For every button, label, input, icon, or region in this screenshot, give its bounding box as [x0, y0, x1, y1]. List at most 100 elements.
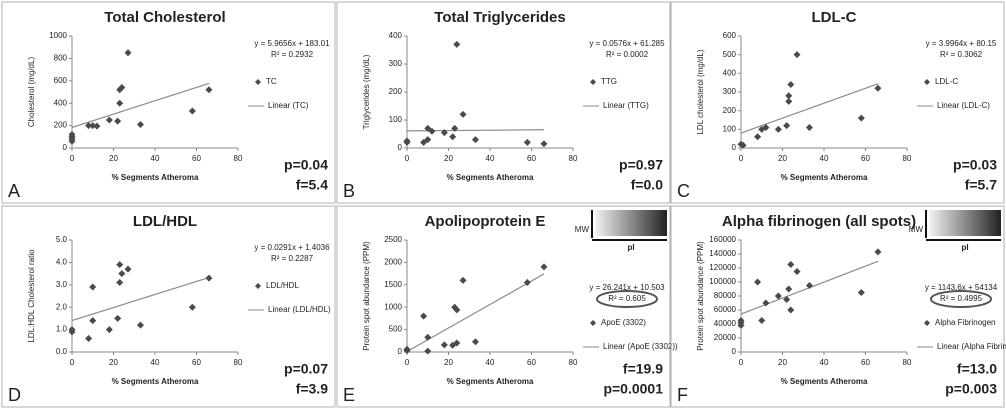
stat-label: p=0.003 [945, 381, 997, 397]
x-axis-label: % Segments Atheroma [112, 377, 199, 386]
stat-label: f=13.0 [957, 361, 997, 377]
x-tick-label: 20 [444, 154, 453, 163]
inset-x-label: pI [961, 243, 968, 252]
data-point [189, 108, 196, 115]
y-tick-label: 120000 [709, 263, 736, 272]
r-squared: R² = 0.2932 [271, 50, 314, 59]
legend-label: Linear (Alpha Fibrinogen) [937, 342, 1006, 351]
y-tick-label: 400 [54, 98, 68, 107]
legend-marker [924, 320, 930, 326]
y-tick-label: 2000 [384, 258, 402, 267]
y-axis-label: Protein spot abundance (PPM) [696, 241, 705, 351]
data-point [89, 284, 96, 291]
data-point [424, 334, 431, 341]
x-tick-label: 20 [778, 358, 787, 367]
data-point [785, 286, 792, 293]
x-axis-label: % Segments Atheroma [781, 173, 868, 182]
data-point [106, 117, 113, 124]
y-tick-label: 160000 [709, 235, 736, 244]
data-point [758, 317, 765, 324]
legend-marker [255, 283, 261, 289]
legend-label: Alpha Fibrinogen [935, 318, 995, 327]
data-point [114, 118, 121, 125]
x-tick-label: 20 [778, 154, 787, 163]
legend-marker [590, 79, 596, 85]
data-point [125, 266, 132, 273]
data-point [794, 51, 801, 58]
y-tick-label: 0 [63, 143, 68, 152]
legend-label: LDL/HDL [266, 281, 299, 290]
panel-title: Total Triglycerides [434, 9, 565, 26]
y-axis-label: Cholesterol (mg/dL) [27, 57, 36, 128]
data-point [118, 270, 125, 277]
stat-label: p=0.04 [284, 157, 328, 173]
x-tick-label: 40 [151, 154, 160, 163]
r-squared: R² = 0.605 [608, 294, 646, 303]
r-squared: R² = 0.0002 [606, 50, 649, 59]
y-tick-label: 0 [732, 347, 737, 356]
y-tick-label: 0.0 [56, 347, 68, 356]
r-squared: R² = 0.3062 [940, 50, 983, 59]
x-tick-label: 60 [861, 154, 870, 163]
y-tick-label: 600 [54, 76, 68, 85]
data-point [137, 121, 144, 128]
y-tick-label: 300 [389, 59, 403, 68]
x-axis-label: % Segments Atheroma [112, 173, 199, 182]
r-squared: R² = 0.2287 [271, 254, 314, 263]
x-tick-label: 80 [903, 358, 912, 367]
data-point [472, 136, 479, 143]
y-tick-label: 500 [389, 325, 403, 334]
y-tick-label: 400 [723, 68, 737, 77]
y-tick-label: 140000 [709, 249, 736, 258]
r-squared: R² = 0.4995 [940, 294, 983, 303]
y-tick-label: 40000 [714, 319, 737, 328]
data-point [114, 315, 121, 322]
x-tick-label: 0 [739, 154, 744, 163]
data-point [524, 139, 531, 146]
y-tick-label: 0 [398, 347, 403, 356]
panel-title: LDL-C [812, 9, 857, 26]
x-tick-label: 40 [486, 154, 495, 163]
y-tick-label: 200 [389, 87, 403, 96]
data-point [116, 279, 123, 286]
x-tick-label: 0 [70, 154, 75, 163]
data-point [775, 126, 782, 133]
data-point [137, 322, 144, 329]
data-point [806, 124, 813, 131]
x-tick-label: 60 [861, 358, 870, 367]
legend-label: Linear (TTG) [603, 101, 649, 110]
data-point [449, 133, 456, 140]
panel-letter: E [343, 385, 355, 405]
legend-marker [590, 320, 596, 326]
data-point [420, 313, 427, 320]
y-tick-label: 3.0 [56, 280, 68, 289]
y-axis-label: LDL:HDL Cholesterol ratio [27, 249, 36, 343]
y-tick-label: 2.0 [56, 302, 68, 311]
data-point [116, 261, 123, 268]
data-point [205, 275, 212, 282]
y-tick-label: 300 [723, 87, 737, 96]
x-tick-label: 0 [70, 358, 75, 367]
data-point [472, 338, 479, 345]
gel-inset [595, 210, 667, 236]
panel-title: Alpha fibrinogen (all spots) [722, 213, 916, 230]
y-tick-label: 100000 [709, 277, 736, 286]
y-tick-label: 0 [398, 143, 403, 152]
y-tick-label: 600 [723, 31, 737, 40]
gel-inset [929, 210, 1001, 236]
data-point [540, 263, 547, 270]
y-tick-label: 200 [54, 121, 68, 130]
legend-marker [924, 79, 930, 85]
trend-equation: y = 3.9964x + 80.15 [926, 39, 997, 48]
legend-label: LDL-C [935, 77, 958, 86]
data-point [874, 248, 881, 255]
x-tick-label: 60 [192, 154, 201, 163]
data-point [189, 304, 196, 311]
trend-equation: y = 0.0291x + 1.4036 [254, 243, 330, 252]
y-tick-label: 5.0 [56, 235, 68, 244]
y-tick-label: 80000 [714, 291, 737, 300]
y-tick-label: 800 [54, 54, 68, 63]
y-tick-label: 100 [389, 115, 403, 124]
y-axis-label: LDL cholesterol (mg/dL) [696, 49, 705, 134]
y-tick-label: 200 [723, 106, 737, 115]
